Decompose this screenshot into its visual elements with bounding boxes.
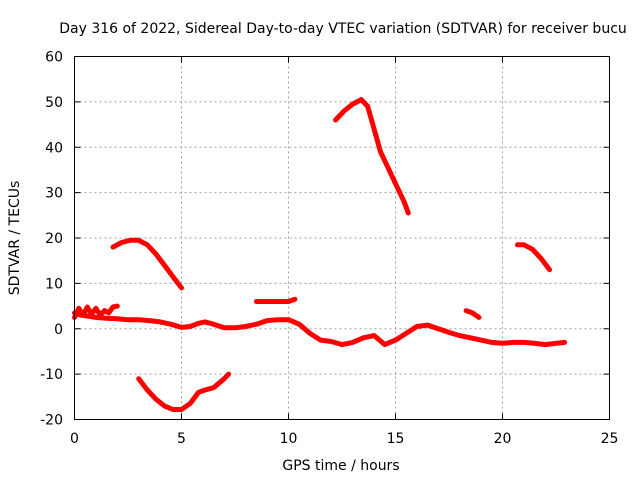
x-tick-labels: 0 5 10 15 20 25 <box>70 431 618 447</box>
y-tick-label: -10 <box>40 367 63 383</box>
series-arc-d <box>333 97 411 216</box>
x-tick-label: 5 <box>177 431 186 447</box>
y-tick-label: 50 <box>45 95 63 111</box>
x-tick-label: 0 <box>70 431 79 447</box>
series-early-spikes <box>72 303 120 320</box>
y-tick-label: 40 <box>45 140 63 156</box>
x-tick-label: 25 <box>601 431 619 447</box>
y-tick-label: 10 <box>45 276 63 292</box>
x-axis-title: GPS time / hours <box>282 458 399 474</box>
x-tick-label: 15 <box>387 431 405 447</box>
y-tick-label: 30 <box>45 186 63 202</box>
y-tick-label: 20 <box>45 231 63 247</box>
axis-ticks <box>74 56 610 420</box>
series-segment-e <box>463 308 482 320</box>
series-main-trace <box>72 310 568 348</box>
x-tick-label: 10 <box>280 431 298 447</box>
y-tick-label: 0 <box>54 322 63 338</box>
y-tick-label: 60 <box>45 50 63 66</box>
series-segment-c <box>253 296 298 304</box>
y-tick-labels: -20 -10 0 10 20 30 40 50 60 <box>40 50 63 429</box>
series-arc-b <box>136 371 232 412</box>
series-arc-f <box>515 242 553 273</box>
chart-title: Day 316 of 2022, Sidereal Day-to-day VTE… <box>59 21 627 37</box>
series-arc-a <box>110 237 184 291</box>
y-tick-label: -20 <box>40 413 63 429</box>
data-series <box>72 97 568 412</box>
x-tick-label: 20 <box>494 431 512 447</box>
grid-lines <box>74 56 610 420</box>
y-axis-title: SDTVAR / TECUs <box>7 181 23 296</box>
